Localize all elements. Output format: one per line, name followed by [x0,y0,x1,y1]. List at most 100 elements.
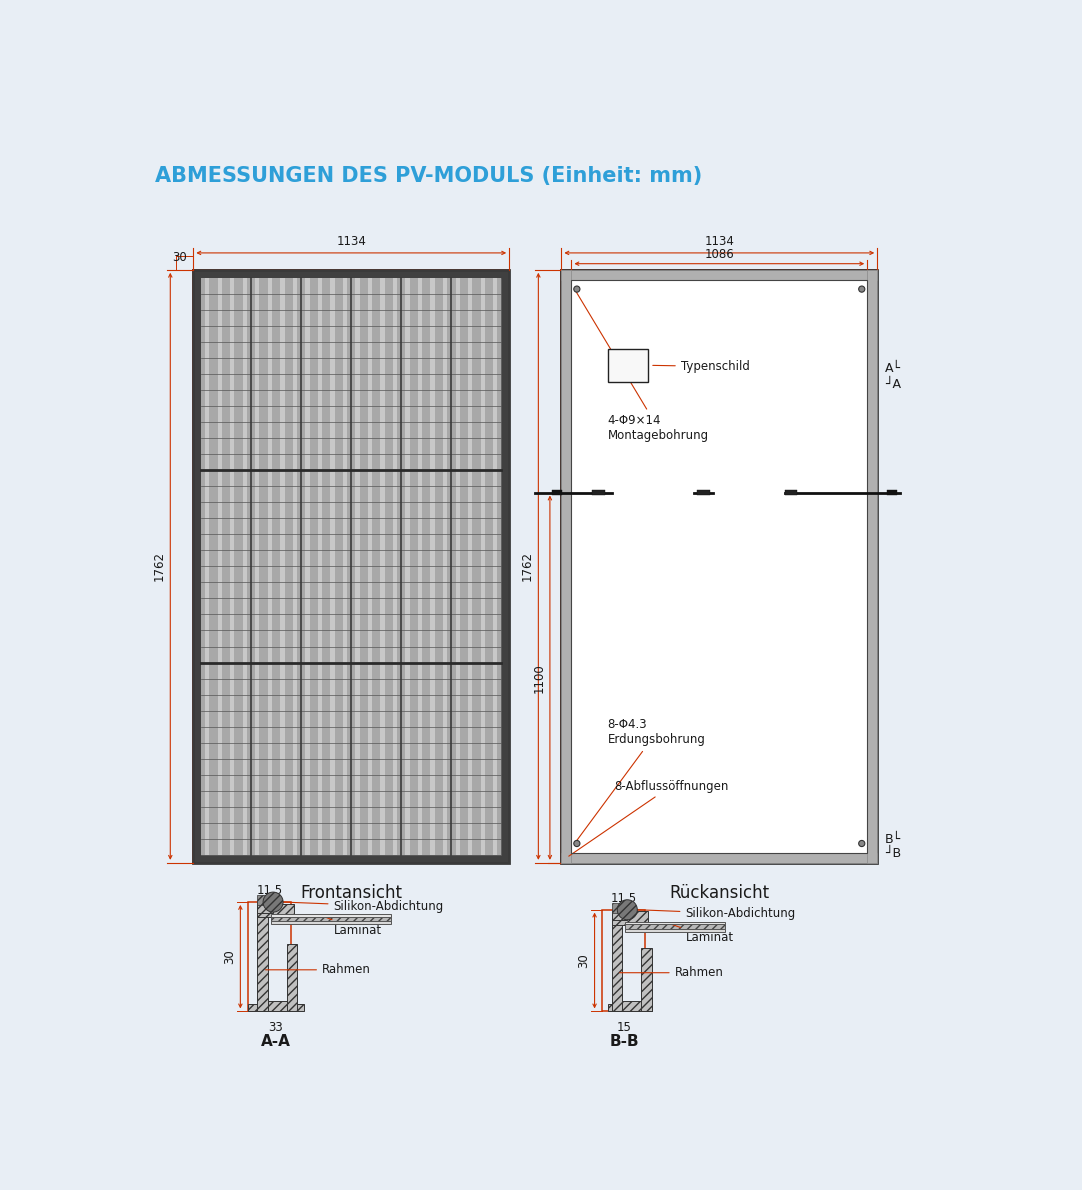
Text: 15: 15 [617,1021,632,1034]
Text: 1762: 1762 [153,551,166,581]
Bar [611,909,626,920]
Bar [413,277,418,856]
Text: ┘B: ┘B [885,847,901,860]
Bar [625,925,725,928]
Bar [258,902,273,913]
Bar [469,277,472,856]
Text: B-B: B-B [609,1034,639,1050]
Bar [592,490,605,495]
Bar [456,277,460,856]
Bar [562,270,878,863]
Text: Frontansicht: Frontansicht [300,884,403,902]
Bar [887,490,897,495]
Bar [410,277,413,856]
Bar [322,277,326,856]
Text: Rahmen: Rahmen [265,964,371,976]
Bar [355,277,359,856]
Bar [201,277,501,856]
Text: 8-Abflussöffnungen: 8-Abflussöffnungen [569,779,728,856]
Bar [268,277,272,856]
Bar [222,277,226,856]
Text: 33: 33 [268,1021,283,1034]
Bar [697,490,711,495]
Text: 1762: 1762 [520,551,533,581]
Bar [217,277,222,856]
Bar [472,277,476,856]
Bar [248,902,291,1012]
Text: 30: 30 [223,950,236,964]
Bar [384,277,388,856]
Bar [426,277,431,856]
Bar [352,277,355,856]
Bar [393,277,397,856]
Text: Typenschild: Typenschild [652,359,750,372]
Bar [460,277,464,856]
Bar [388,277,393,856]
Bar [226,277,230,856]
Bar [443,277,447,856]
Bar [298,277,301,856]
Bar [330,277,334,856]
Text: Laminat: Laminat [321,915,382,937]
Text: ┘A: ┘A [885,377,901,390]
Bar [611,909,622,1011]
Bar [562,270,571,863]
Text: 11.5: 11.5 [256,884,282,897]
Bar [608,1003,652,1012]
Bar [280,277,285,856]
Bar [368,277,372,856]
Text: 1100: 1100 [533,663,546,693]
Bar [611,903,628,913]
Bar [255,277,260,856]
Text: Silikon-Abdichtung: Silikon-Abdichtung [265,900,444,913]
Bar [562,270,878,863]
Bar [498,277,501,856]
Bar [287,944,298,1012]
Bar [276,277,280,856]
Bar [258,895,274,906]
Bar [372,277,377,856]
Bar [611,912,648,925]
Bar [401,277,406,856]
Bar [485,277,489,856]
Bar [235,277,239,856]
Bar [289,277,293,856]
Bar [326,277,330,856]
Text: 30: 30 [172,251,187,264]
Bar [364,277,368,856]
Bar [435,277,439,856]
Text: 30: 30 [577,953,590,967]
Bar [439,277,443,856]
Bar [194,270,510,863]
Bar [343,277,347,856]
Bar [464,277,469,856]
Text: 1134: 1134 [704,236,735,249]
Bar [489,277,493,856]
Bar [285,277,289,856]
Bar [213,277,217,856]
Bar [571,280,867,853]
Bar [268,1001,295,1012]
Circle shape [573,286,580,293]
Bar [206,277,210,856]
Circle shape [859,286,865,293]
Bar [603,909,645,1011]
Bar [359,277,364,856]
Bar [264,277,268,856]
Bar [622,1001,648,1012]
Bar [422,277,426,856]
Text: A-A: A-A [261,1034,291,1050]
Bar [480,277,485,856]
Bar [247,277,251,856]
Bar [339,277,343,856]
Bar [272,914,391,916]
Bar [239,277,242,856]
Bar [552,490,563,495]
Text: 4-Φ9×14
Montagebohrung: 4-Φ9×14 Montagebohrung [576,292,709,443]
Text: 1134: 1134 [337,236,366,249]
Text: A└: A└ [885,363,901,375]
Bar [272,921,391,925]
Text: B└: B└ [885,833,901,846]
Circle shape [573,840,580,846]
Bar [334,277,339,856]
